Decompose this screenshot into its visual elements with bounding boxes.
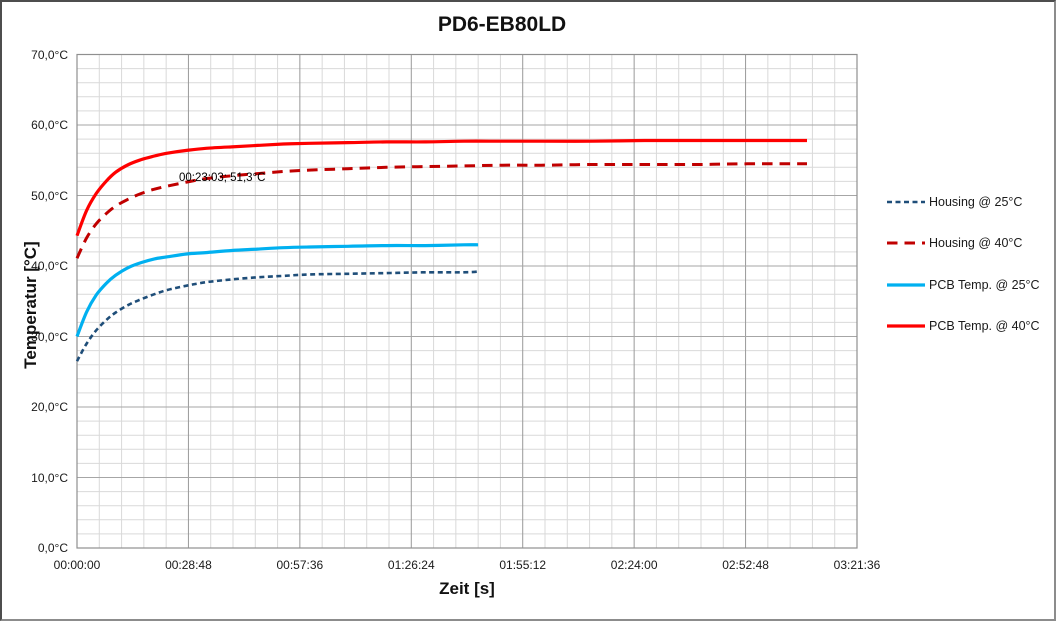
y-tick-label: 20,0°C	[31, 400, 68, 414]
x-tick-label: 03:21:36	[833, 558, 881, 572]
plot-border	[76, 53, 858, 549]
chart-title: PD6-EB80LD	[437, 13, 567, 36]
legend-line-solid-cyan-icon	[887, 283, 925, 287]
legend-line-dashed-navy-icon	[887, 200, 925, 204]
legend-label: Housing @ 40°C	[929, 236, 1023, 250]
y-tick-label: 70,0°C	[31, 47, 68, 62]
x-tick-label: 01:26:24	[387, 558, 435, 572]
y-tick-label: 40,0°C	[31, 259, 68, 273]
y-tick-label: 10,0°C	[31, 470, 68, 485]
legend-item-pcb-40: PCB Temp. @ 40°C	[886, 318, 1040, 334]
legend: Housing @ 25°C Housing @ 40°C PCB Temp. …	[886, 189, 1054, 341]
x-axis-title: Zeit [s]	[439, 579, 495, 598]
legend-label: PCB Temp. @ 25°C	[929, 278, 1040, 292]
series-line-0	[75, 270, 479, 362]
legend-line-solid-red-icon	[887, 324, 925, 328]
y-tick-label: 60,0°C	[31, 118, 68, 132]
y-tick-label: 0,0°C	[37, 541, 68, 555]
y-tick-label: 50,0°C	[31, 188, 68, 203]
legend-item-pcb-25: PCB Temp. @ 25°C	[886, 277, 1040, 293]
series-line-3	[75, 138, 807, 237]
legend-label: PCB Temp. @ 40°C	[929, 319, 1040, 333]
data-point-annotation: 00:23:03; 51,3°C	[179, 172, 266, 184]
legend-item-housing-40: Housing @ 40°C	[886, 235, 1022, 251]
x-tick-label: 01:55:12	[499, 558, 547, 572]
x-tick-label: 00:57:36	[276, 558, 324, 572]
x-tick-label: 02:24:00	[610, 558, 658, 572]
legend-line-dashed-darkred-icon	[887, 241, 925, 245]
y-tick-label: 30,0°C	[31, 329, 68, 344]
series-line-2	[75, 243, 479, 338]
x-tick-label: 00:00:00	[53, 558, 101, 572]
x-tick-label: 00:28:48	[165, 558, 212, 572]
legend-item-housing-25: Housing @ 25°C	[886, 194, 1022, 210]
series-line-1	[75, 162, 808, 259]
legend-label: Housing @ 25°C	[929, 195, 1023, 209]
x-tick-label: 02:52:48	[722, 558, 769, 572]
